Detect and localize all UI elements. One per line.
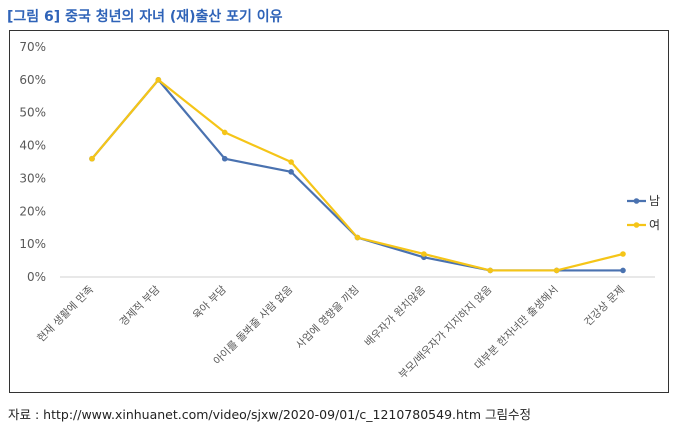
data-point <box>354 234 361 241</box>
figure-title-text: 중국 청년의 자녀 (재)출산 포기 이유 <box>65 9 283 25</box>
figure-title: [그림 6] 중국 청년의 자녀 (재)출산 포기 이유 <box>7 6 283 26</box>
data-point <box>421 251 427 257</box>
line-chart: 0% 10% 20% 30% 40% 50% 60% 70% 현재 생활에 만족 경제적 부담 육아… <box>19 40 660 381</box>
legend-swatch-marker <box>633 222 640 228</box>
data-point <box>221 129 228 136</box>
y-tick-label: 60% <box>19 73 46 87</box>
source-note: 자료 : http://www.xinhuanet.com/video/sjxw… <box>8 407 531 422</box>
figure-tag: [그림 6] <box>7 9 61 25</box>
y-tick-label: 40% <box>19 139 46 153</box>
data-point <box>288 169 294 175</box>
legend-label: 여 <box>649 218 660 232</box>
data-point <box>620 251 626 257</box>
chart-frame <box>9 30 669 393</box>
data-point <box>288 159 294 165</box>
y-tick-label: 50% <box>19 106 46 120</box>
y-tick-label: 10% <box>19 237 46 251</box>
series-line-1 <box>91 78 623 272</box>
data-point <box>553 267 560 274</box>
x-tick-label: 배우자가 원치않음 <box>363 283 429 349</box>
y-tick-label: 20% <box>19 204 46 218</box>
x-tick-label: 경제적 부담 <box>117 283 163 329</box>
x-tick-label: 사업에 영향을 끼침 <box>293 283 362 352</box>
y-tick-label: 30% <box>19 171 46 185</box>
data-point <box>221 155 228 162</box>
y-tick-label: 70% <box>19 40 46 54</box>
data-point <box>89 155 95 162</box>
legend-label: 남 <box>649 194 660 208</box>
x-tick-label: 육아 부담 <box>191 283 229 321</box>
legend-swatch-marker <box>633 198 640 204</box>
x-tick-label: 현재 생활에 만족 <box>34 283 96 345</box>
data-point <box>155 77 162 83</box>
series-line-2 <box>91 78 624 272</box>
data-point <box>620 267 626 274</box>
y-tick-label: 0% <box>27 270 46 284</box>
data-point <box>487 267 494 274</box>
x-tick-label: 건강상 문제 <box>582 284 627 329</box>
